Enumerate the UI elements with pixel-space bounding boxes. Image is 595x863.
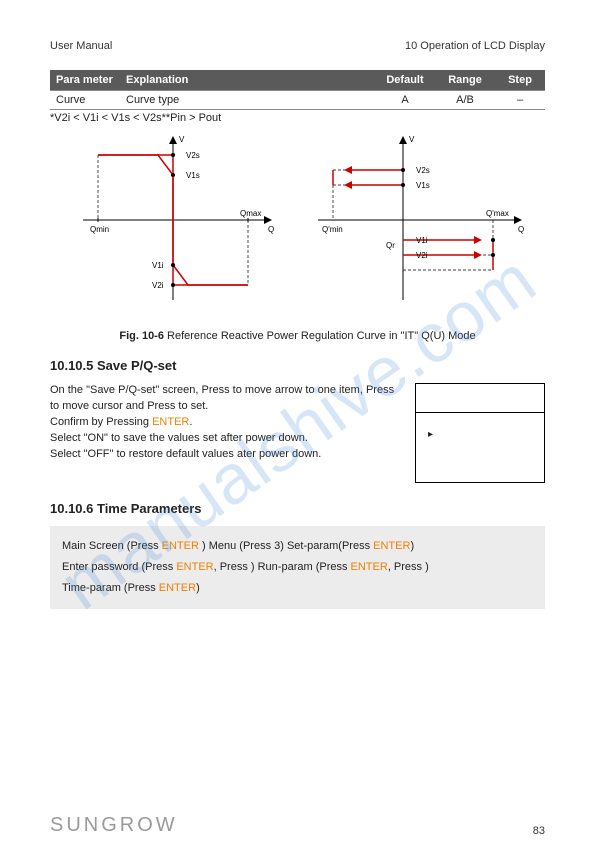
- table-footnote: *V2i < V1i < V1s < V2s**Pin > Pout: [50, 112, 545, 124]
- lbl-v2s: V2s: [186, 151, 200, 160]
- p1c: to move cursor and Press: [50, 400, 178, 412]
- enter-1: ENTER: [152, 416, 189, 428]
- nav2c: , Press ): [388, 561, 429, 573]
- cell-param: Curve: [50, 91, 120, 110]
- save-pq-section: On the "Save P/Q-set" screen, Press to m…: [50, 383, 545, 483]
- th-expl: Explanation: [120, 70, 375, 91]
- nav2a: Enter password (Press: [62, 561, 176, 573]
- lbl-v-left: V: [179, 135, 185, 144]
- th-param: Para meter: [50, 70, 120, 91]
- brand-logo: SUNGROW: [50, 814, 178, 837]
- lbl-qmax: Qmax: [240, 209, 261, 218]
- lbl-qpmin: Q'min: [322, 225, 343, 234]
- enter-3: ENTER: [373, 540, 410, 552]
- header-right: 10 Operation of LCD Display: [405, 40, 545, 52]
- p1b: to move arrow to one item, Press: [233, 384, 394, 396]
- th-range: Range: [435, 70, 495, 91]
- lbl-v1i-r: V1i: [416, 236, 428, 245]
- nav-sequence: Main Screen (Press ENTER ) Menu (Press 3…: [50, 526, 545, 609]
- figure-caption: Fig. 10-6 Reference Reactive Power Regul…: [50, 330, 545, 342]
- page-footer: SUNGROW 83: [50, 814, 545, 837]
- nav1c: ): [410, 540, 414, 552]
- nav3a: Time-param (Press: [62, 582, 159, 594]
- cell-default: A: [375, 91, 435, 110]
- lcd-box-cursor: ▸: [428, 429, 433, 440]
- lbl-q-right: Q: [518, 225, 524, 234]
- p1a: On the "Save P/Q-set" screen, Press: [50, 384, 233, 396]
- chart-right: V Q Q'min Q'max Qr V2s V1s V1i V2i: [308, 130, 528, 310]
- lbl-v-right: V: [409, 135, 415, 144]
- lbl-q-left: Q: [268, 225, 274, 234]
- enter-6: ENTER: [159, 582, 196, 594]
- page-number: 83: [533, 825, 545, 837]
- p3: Select "ON" to save the values set after…: [50, 432, 308, 444]
- lbl-v1s-r: V1s: [416, 181, 430, 190]
- enter-4: ENTER: [176, 561, 213, 573]
- fig-number: Fig. 10-6: [119, 330, 164, 342]
- p4: Select "OFF" to restore default values a…: [50, 448, 321, 460]
- fig-text: Reference Reactive Power Regulation Curv…: [164, 330, 476, 342]
- parameter-table: Para meter Explanation Default Range Ste…: [50, 70, 545, 110]
- th-default: Default: [375, 70, 435, 91]
- p2b: .: [189, 416, 192, 428]
- cell-expl: Curve type: [120, 91, 375, 110]
- p2a: Confirm by Pressing: [50, 416, 152, 428]
- lbl-qmin: Qmin: [90, 225, 109, 234]
- cell-range: A/B: [435, 91, 495, 110]
- nav2b: , Press ) Run-param (Press: [214, 561, 351, 573]
- lbl-v1s: V1s: [186, 171, 200, 180]
- enter-2: ENTER: [162, 540, 199, 552]
- lbl-v2s-r: V2s: [416, 166, 430, 175]
- cell-step: –: [495, 91, 545, 110]
- th-step: Step: [495, 70, 545, 91]
- lcd-box: ▸: [415, 383, 545, 483]
- chart-area: V Q Qmin Qmax V2s V1s V1i V2i V Q: [50, 130, 545, 320]
- chart-left: V Q Qmin Qmax V2s V1s V1i V2i: [68, 130, 278, 310]
- header-left: User Manual: [50, 40, 112, 52]
- lbl-v2i: V2i: [152, 281, 164, 290]
- page-header: User Manual 10 Operation of LCD Display: [50, 40, 545, 52]
- lbl-v2i-r: V2i: [416, 251, 428, 260]
- nav1b: ) Menu (Press 3) Set-param(Press: [199, 540, 373, 552]
- lbl-qpmax: Q'max: [486, 209, 509, 218]
- save-pq-text: On the "Save P/Q-set" screen, Press to m…: [50, 383, 401, 463]
- nav3b: ): [196, 582, 200, 594]
- lbl-v1i: V1i: [152, 261, 164, 270]
- p1d: to set.: [178, 400, 208, 412]
- enter-5: ENTER: [351, 561, 388, 573]
- lcd-box-divider: [416, 412, 544, 413]
- section-10-10-5-title: 10.10.5 Save P/Q-set: [50, 358, 545, 373]
- nav1a: Main Screen (Press: [62, 540, 162, 552]
- table-row: Curve Curve type A A/B –: [50, 91, 545, 110]
- section-10-10-6-title: 10.10.6 Time Parameters: [50, 501, 545, 516]
- lbl-qr: Qr: [386, 241, 395, 250]
